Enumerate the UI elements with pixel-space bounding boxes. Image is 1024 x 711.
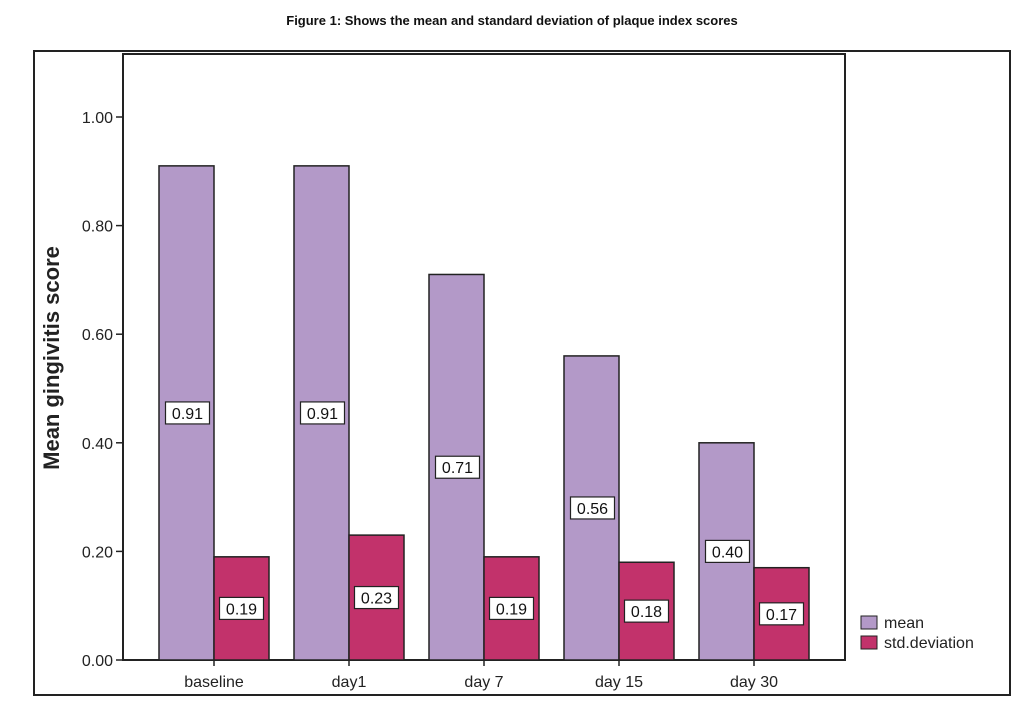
value-label-box xyxy=(488,596,535,621)
value-label-box xyxy=(434,455,481,479)
y-tick-label: 0.40 xyxy=(82,436,113,453)
value-label-std: 0.19 xyxy=(496,601,527,618)
legend-swatch-std xyxy=(860,635,878,650)
y-tick-label: 0.80 xyxy=(82,219,113,236)
figure-title: Figure 1: Shows the mean and standard de… xyxy=(286,13,738,28)
value-label-box xyxy=(299,401,346,425)
value-label-box xyxy=(164,401,211,425)
value-label-mean: 0.40 xyxy=(712,544,743,561)
value-label-std: 0.23 xyxy=(361,591,392,608)
x-category-label: day1 xyxy=(332,674,367,691)
x-category-label: day 7 xyxy=(464,674,503,691)
y-tick-label: 0.00 xyxy=(82,653,113,670)
x-category-label: day 15 xyxy=(595,674,643,691)
y-tick-label: 0.60 xyxy=(82,327,113,344)
value-label-box xyxy=(353,585,400,610)
y-axis: 0.00 0.20 0.40 0.60 0.80 1.00 Mean gingivitis … xyxy=(39,110,123,670)
value-label-mean: 0.91 xyxy=(307,406,338,423)
value-label-std: 0.17 xyxy=(766,607,797,624)
value-labels: 0.91 0.91 0.71 0.56 0.40 0.19 0.23 0.19 0.18 0.17 xyxy=(164,401,805,626)
y-tick-label: 1.00 xyxy=(82,110,113,127)
bars xyxy=(158,165,810,661)
legend-label-mean: mean xyxy=(884,615,924,632)
legend-swatch-mean xyxy=(860,615,878,630)
value-label-mean: 0.91 xyxy=(172,406,203,423)
value-label-mean: 0.56 xyxy=(577,501,608,518)
value-label-std: 0.18 xyxy=(631,604,662,621)
value-label-box xyxy=(623,599,670,623)
value-label-box xyxy=(218,596,265,621)
legend: mean std.deviation xyxy=(860,615,974,652)
y-axis-label: Mean gingivitis score xyxy=(39,246,64,470)
x-axis: baseline day1 day 7 day 15 day 30 xyxy=(184,660,778,691)
legend-label-std: std.deviation xyxy=(884,635,974,652)
value-label-box xyxy=(704,539,751,564)
value-label-box xyxy=(569,496,616,520)
value-label-std: 0.19 xyxy=(226,601,257,618)
value-label-mean: 0.71 xyxy=(442,460,473,477)
x-category-label: baseline xyxy=(184,674,244,691)
y-tick-label: 0.20 xyxy=(82,544,113,561)
x-category-label: day 30 xyxy=(730,674,778,691)
value-label-box xyxy=(758,602,805,626)
